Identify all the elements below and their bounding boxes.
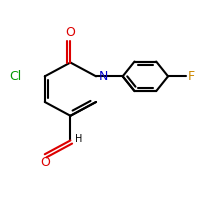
Text: O: O [65,26,75,39]
Text: N: N [98,70,108,83]
Text: H: H [75,134,83,144]
Text: Cl: Cl [9,70,21,83]
Text: O: O [40,156,50,169]
Text: F: F [187,70,194,83]
